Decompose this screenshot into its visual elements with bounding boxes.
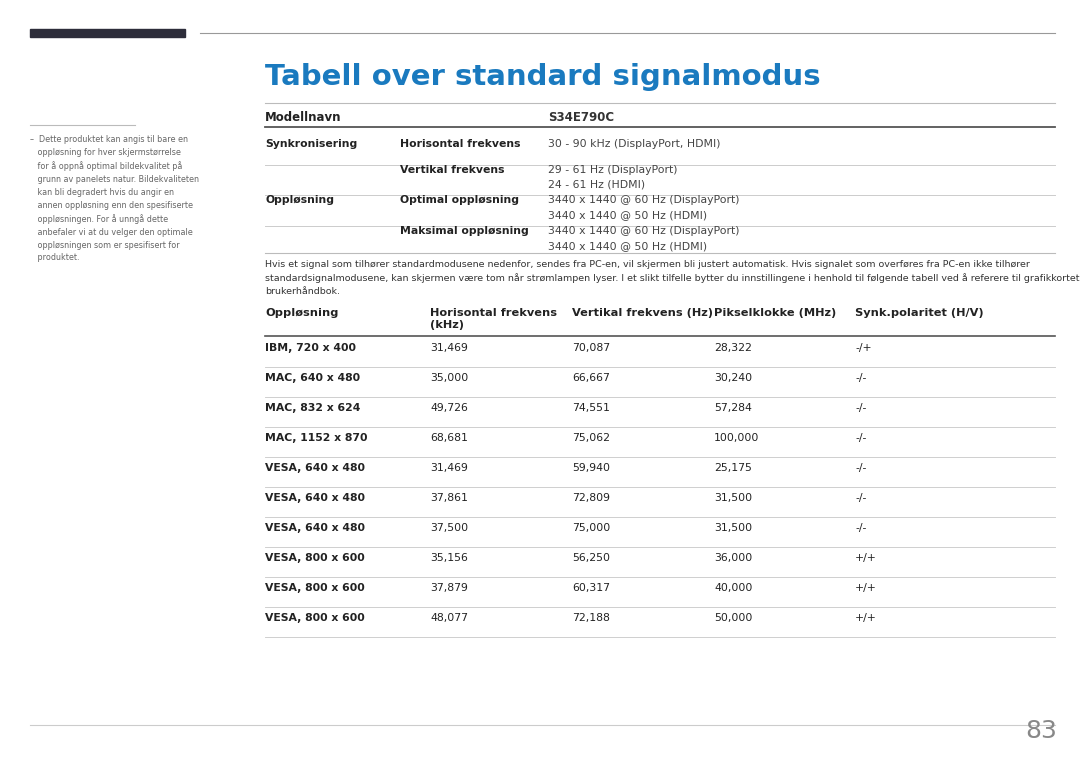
Text: MAC, 832 x 624: MAC, 832 x 624 <box>265 403 361 413</box>
Text: 31,500: 31,500 <box>714 523 752 533</box>
Text: –  Dette produktet kan angis til bare en
   oppløsning for hver skjermstørrelse
: – Dette produktet kan angis til bare en … <box>30 135 199 262</box>
Text: -/-: -/- <box>855 463 866 473</box>
Text: -/-: -/- <box>855 493 866 503</box>
Text: 30 - 90 kHz (DisplayPort, HDMI): 30 - 90 kHz (DisplayPort, HDMI) <box>548 139 720 149</box>
Text: 40,000: 40,000 <box>714 583 753 593</box>
Text: -/+: -/+ <box>855 343 872 353</box>
Text: Modellnavn: Modellnavn <box>265 111 341 124</box>
Text: VESA, 640 x 480: VESA, 640 x 480 <box>265 463 365 473</box>
Text: -/-: -/- <box>855 373 866 383</box>
Text: 31,500: 31,500 <box>714 493 752 503</box>
Text: 49,726: 49,726 <box>430 403 468 413</box>
Text: 36,000: 36,000 <box>714 553 753 563</box>
Text: IBM, 720 x 400: IBM, 720 x 400 <box>265 343 356 353</box>
Bar <box>30 29 185 37</box>
Text: Hvis et signal som tilhører standardmodusene nedenfor, sendes fra PC-en, vil skj: Hvis et signal som tilhører standardmodu… <box>265 260 1080 296</box>
Text: Synk.polaritet (H/V): Synk.polaritet (H/V) <box>855 308 984 318</box>
Text: -/-: -/- <box>855 433 866 443</box>
Text: 37,500: 37,500 <box>430 523 468 533</box>
Text: 31,469: 31,469 <box>430 343 468 353</box>
Text: 83: 83 <box>1025 719 1057 743</box>
Text: 60,317: 60,317 <box>572 583 610 593</box>
Text: 70,087: 70,087 <box>572 343 610 353</box>
Text: MAC, 1152 x 870: MAC, 1152 x 870 <box>265 433 367 443</box>
Text: 35,000: 35,000 <box>430 373 469 383</box>
Text: 72,188: 72,188 <box>572 613 610 623</box>
Text: 25,175: 25,175 <box>714 463 752 473</box>
Text: 31,469: 31,469 <box>430 463 468 473</box>
Text: Tabell over standard signalmodus: Tabell over standard signalmodus <box>265 63 821 91</box>
Text: Maksimal oppløsning: Maksimal oppløsning <box>400 226 529 236</box>
Text: 59,940: 59,940 <box>572 463 610 473</box>
Text: 66,667: 66,667 <box>572 373 610 383</box>
Text: Vertikal frekvens (Hz): Vertikal frekvens (Hz) <box>572 308 713 318</box>
Text: Synkronisering: Synkronisering <box>265 139 357 149</box>
Text: VESA, 800 x 600: VESA, 800 x 600 <box>265 613 365 623</box>
Text: 50,000: 50,000 <box>714 613 753 623</box>
Text: 3440 x 1440 @ 60 Hz (DisplayPort)
3440 x 1440 @ 50 Hz (HDMI): 3440 x 1440 @ 60 Hz (DisplayPort) 3440 x… <box>548 226 740 251</box>
Text: 28,322: 28,322 <box>714 343 752 353</box>
Text: MAC, 640 x 480: MAC, 640 x 480 <box>265 373 360 383</box>
Text: Pikselklokke (MHz): Pikselklokke (MHz) <box>714 308 836 318</box>
Text: 35,156: 35,156 <box>430 553 468 563</box>
Text: 3440 x 1440 @ 60 Hz (DisplayPort)
3440 x 1440 @ 50 Hz (HDMI): 3440 x 1440 @ 60 Hz (DisplayPort) 3440 x… <box>548 195 740 220</box>
Text: 37,861: 37,861 <box>430 493 468 503</box>
Text: -/-: -/- <box>855 523 866 533</box>
Text: 75,000: 75,000 <box>572 523 610 533</box>
Text: VESA, 640 x 480: VESA, 640 x 480 <box>265 523 365 533</box>
Text: +/+: +/+ <box>855 553 877 563</box>
Text: 72,809: 72,809 <box>572 493 610 503</box>
Text: 100,000: 100,000 <box>714 433 759 443</box>
Text: 30,240: 30,240 <box>714 373 752 383</box>
Text: 68,681: 68,681 <box>430 433 468 443</box>
Text: Vertikal frekvens: Vertikal frekvens <box>400 165 504 175</box>
Text: -/-: -/- <box>855 403 866 413</box>
Text: VESA, 800 x 600: VESA, 800 x 600 <box>265 583 365 593</box>
Text: Oppløsning: Oppløsning <box>265 308 338 318</box>
Text: Horisontal frekvens
(kHz): Horisontal frekvens (kHz) <box>430 308 557 330</box>
Text: VESA, 800 x 600: VESA, 800 x 600 <box>265 553 365 563</box>
Text: Oppløsning: Oppløsning <box>265 195 334 205</box>
Text: 57,284: 57,284 <box>714 403 752 413</box>
Text: 48,077: 48,077 <box>430 613 468 623</box>
Text: 75,062: 75,062 <box>572 433 610 443</box>
Text: Optimal oppløsning: Optimal oppløsning <box>400 195 519 205</box>
Text: 37,879: 37,879 <box>430 583 468 593</box>
Text: 74,551: 74,551 <box>572 403 610 413</box>
Text: +/+: +/+ <box>855 613 877 623</box>
Text: S34E790C: S34E790C <box>548 111 615 124</box>
Text: 29 - 61 Hz (DisplayPort)
24 - 61 Hz (HDMI): 29 - 61 Hz (DisplayPort) 24 - 61 Hz (HDM… <box>548 165 677 190</box>
Text: VESA, 640 x 480: VESA, 640 x 480 <box>265 493 365 503</box>
Text: Horisontal frekvens: Horisontal frekvens <box>400 139 521 149</box>
Text: 56,250: 56,250 <box>572 553 610 563</box>
Text: +/+: +/+ <box>855 583 877 593</box>
